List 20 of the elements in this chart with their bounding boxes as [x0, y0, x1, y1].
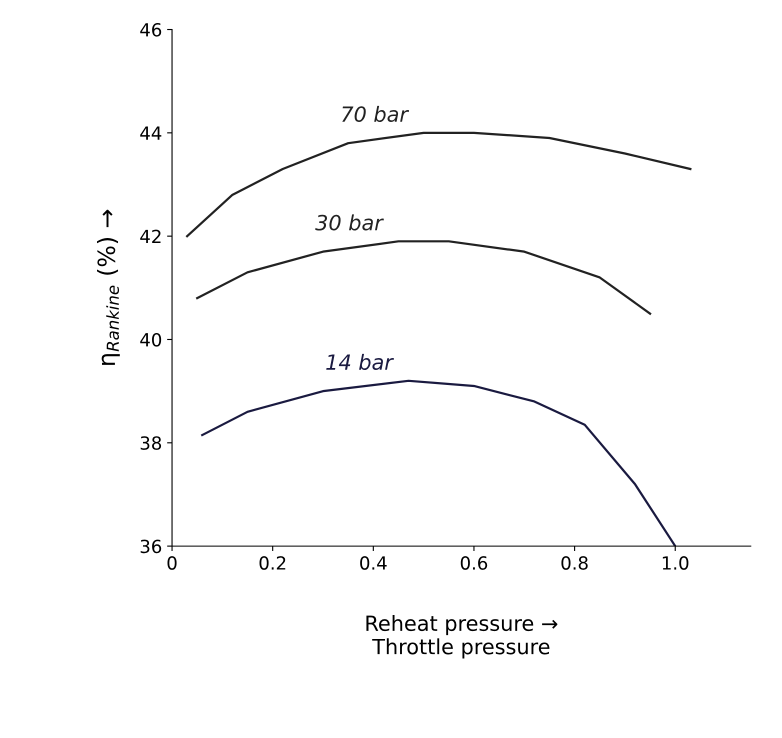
y-tick-label: 40 — [140, 332, 162, 347]
y-tick-label: 38 — [140, 436, 162, 450]
line-series — [201, 380, 676, 546]
x-tick-label: 0.2 — [260, 556, 286, 570]
series-label: 30 bar — [315, 214, 384, 231]
y-tick-label: 36 — [140, 540, 162, 554]
y-tick-label: 46 — [140, 22, 162, 37]
series-label: 70 bar — [342, 106, 410, 122]
x-tick-label: 0.6 — [460, 556, 488, 570]
x-tick-label: 0 — [167, 556, 177, 570]
series-label: 14 bar — [326, 354, 394, 370]
y-axis-title: η$_{Rankine}$ (%) → — [96, 210, 120, 365]
y-tick-label: 42 — [140, 230, 161, 244]
x-tick-label: 0.4 — [360, 556, 387, 570]
line-series — [196, 240, 652, 315]
x-tick-label: 1.0 — [662, 556, 688, 570]
x-axis-title: Reheat pressure → Throttle pressure — [366, 614, 558, 658]
x-tick-label: 0.8 — [561, 556, 588, 570]
line-series — [186, 132, 692, 238]
y-tick-label: 44 — [140, 126, 162, 140]
